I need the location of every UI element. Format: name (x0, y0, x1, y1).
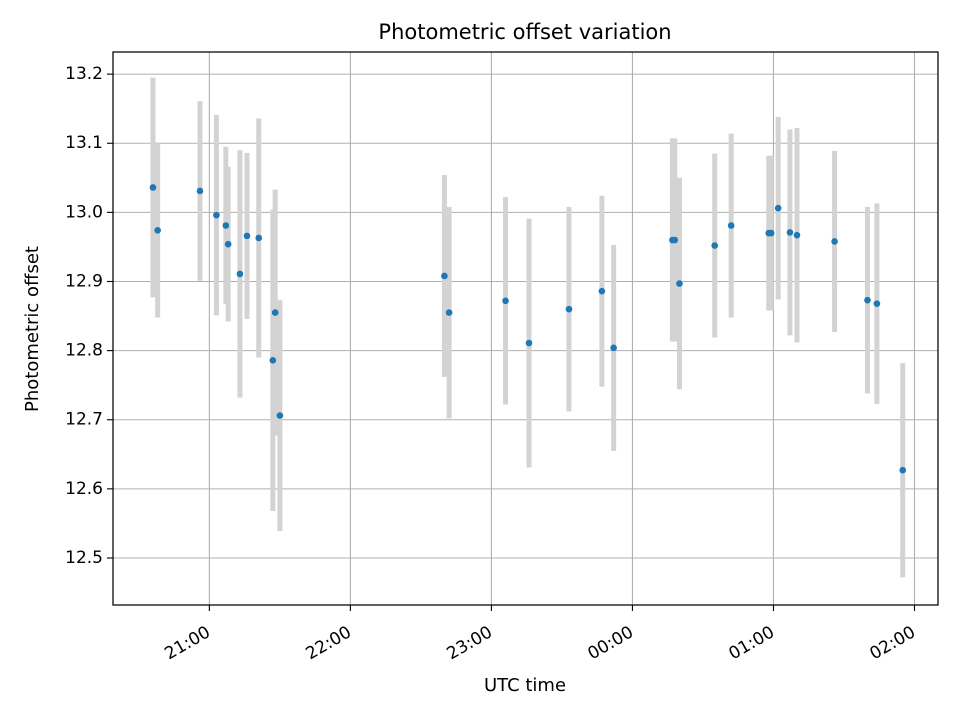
y-tick-label: 12.8 (65, 341, 103, 361)
x-axis-label: UTC time (484, 675, 566, 696)
data-point (154, 227, 161, 234)
y-tick-label: 12.5 (65, 548, 103, 568)
data-point (276, 412, 284, 419)
data-point (711, 242, 719, 249)
y-tick-label: 12.6 (65, 479, 103, 499)
y-axis-label: Photometric offset (22, 246, 43, 412)
data-point (213, 211, 220, 219)
y-tick-label: 13.0 (65, 202, 103, 222)
data-point (441, 272, 448, 280)
data-point (727, 222, 735, 229)
plot-area (113, 52, 938, 605)
data-point (271, 309, 279, 316)
data-point (598, 287, 606, 295)
data-points (149, 184, 907, 474)
data-point (873, 300, 881, 307)
data-point (676, 280, 683, 287)
y-tick-label: 12.7 (65, 410, 103, 430)
data-point (243, 232, 251, 240)
data-point (793, 231, 801, 239)
y-axis: 12.5 12.6 12.7 12.8 12.9 13.0 13.1 13.2 (65, 64, 113, 568)
y-tick-label: 13.1 (65, 133, 103, 153)
data-point (445, 309, 453, 316)
data-point (831, 238, 838, 245)
y-tick-label: 12.9 (65, 271, 103, 291)
chart-title: Photometric offset variation (378, 20, 671, 44)
data-point (236, 270, 244, 278)
data-point (502, 297, 509, 305)
plot-frame (112, 51, 939, 606)
data-point (269, 356, 277, 364)
data-point (671, 236, 679, 244)
data-point (222, 222, 230, 229)
data-point (786, 229, 794, 236)
data-point (196, 187, 204, 195)
data-point (767, 229, 775, 237)
data-point (224, 240, 232, 248)
data-point (565, 305, 573, 313)
data-point (149, 184, 157, 191)
data-point (610, 344, 617, 352)
data-point (525, 339, 533, 347)
gridlines (113, 52, 938, 605)
data-point (774, 204, 782, 212)
data-point (899, 466, 907, 474)
y-tick-label: 13.2 (65, 64, 103, 84)
data-point (255, 234, 263, 242)
data-point (864, 296, 871, 304)
